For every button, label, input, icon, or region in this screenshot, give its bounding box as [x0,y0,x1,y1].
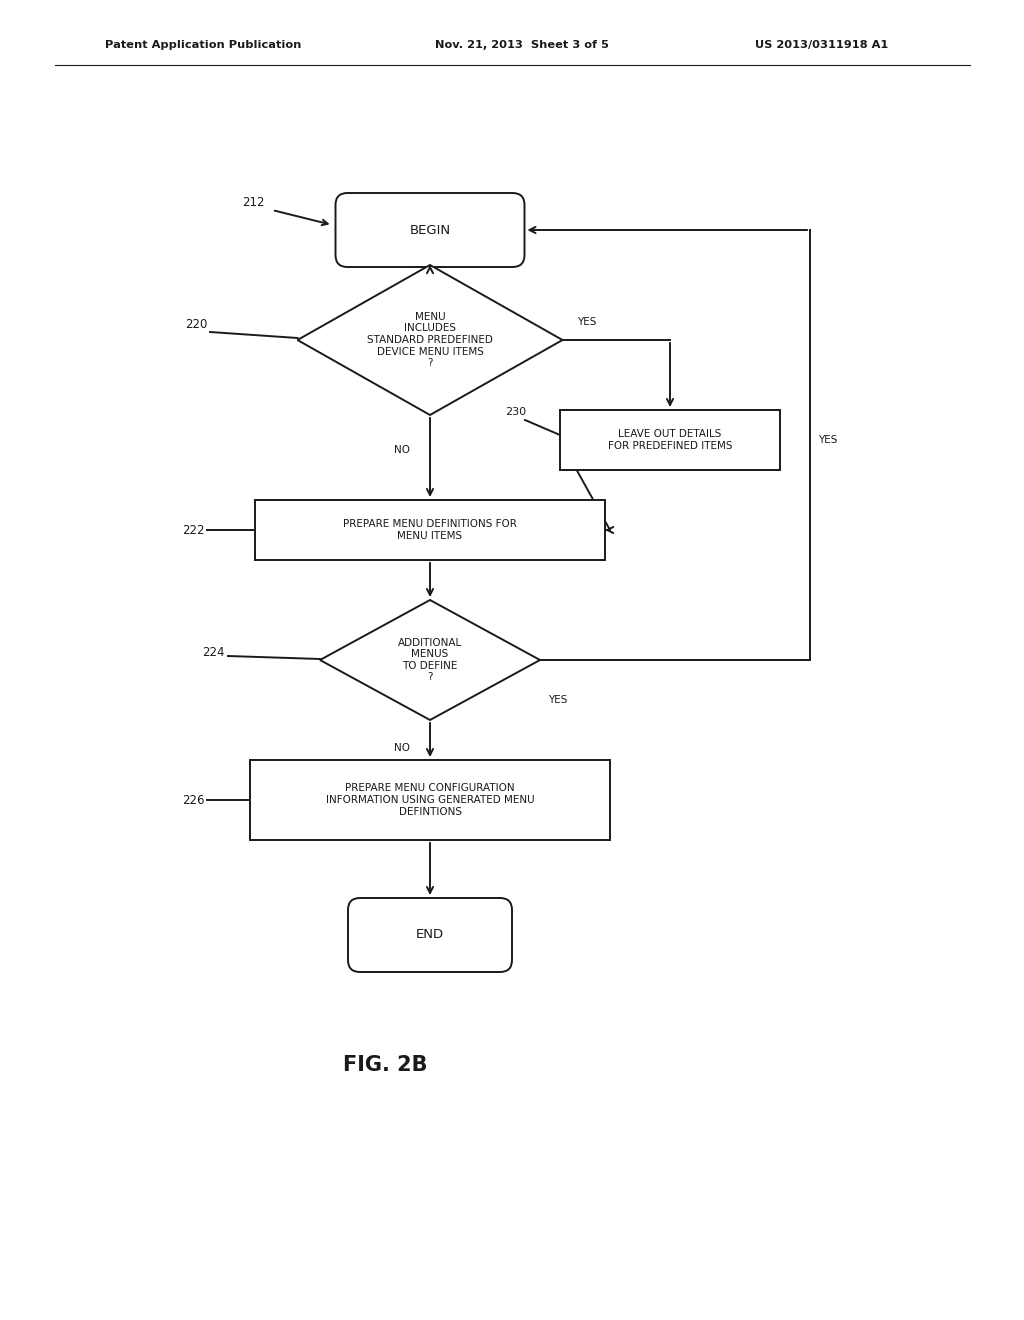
Bar [250,760,610,840]
Text: US 2013/0311918 A1: US 2013/0311918 A1 [755,40,888,50]
Text: YES: YES [818,436,838,445]
Text: 230: 230 [505,407,526,417]
Text: Nov. 21, 2013  Sheet 3 of 5: Nov. 21, 2013 Sheet 3 of 5 [435,40,609,50]
Text: YES: YES [548,696,567,705]
Text: Patent Application Publication: Patent Application Publication [105,40,301,50]
Text: MENU
INCLUDES
STANDARD PREDEFINED
DEVICE MENU ITEMS
?: MENU INCLUDES STANDARD PREDEFINED DEVICE… [367,312,493,368]
Text: LEAVE OUT DETAILS
FOR PREDEFINED ITEMS: LEAVE OUT DETAILS FOR PREDEFINED ITEMS [608,429,732,451]
Text: 222: 222 [182,524,205,536]
Text: YES: YES [578,317,597,327]
FancyBboxPatch shape [348,898,512,972]
Text: NO: NO [394,743,410,752]
Text: 212: 212 [242,195,264,209]
FancyBboxPatch shape [336,193,524,267]
Text: 220: 220 [185,318,208,331]
Text: BEGIN: BEGIN [410,223,451,236]
Text: ADDITIONAL
MENUS
TO DEFINE
?: ADDITIONAL MENUS TO DEFINE ? [398,638,462,682]
Bar [255,500,605,560]
Polygon shape [319,601,540,719]
Text: 226: 226 [182,793,205,807]
Text: NO: NO [394,445,410,455]
Text: END: END [416,928,444,941]
Bar [560,411,780,470]
Text: FIG. 2B: FIG. 2B [343,1055,427,1074]
Text: 224: 224 [203,645,225,659]
Text: PREPARE MENU DEFINITIONS FOR
MENU ITEMS: PREPARE MENU DEFINITIONS FOR MENU ITEMS [343,519,517,541]
Polygon shape [298,265,562,414]
Text: PREPARE MENU CONFIGURATION
INFORMATION USING GENERATED MENU
DEFINTIONS: PREPARE MENU CONFIGURATION INFORMATION U… [326,783,535,817]
